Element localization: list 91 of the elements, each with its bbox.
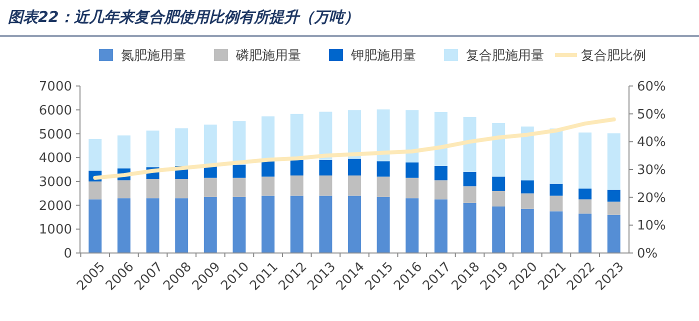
bar <box>607 190 620 202</box>
bar <box>463 186 476 203</box>
bar <box>463 202 476 253</box>
bar <box>607 202 620 215</box>
bar <box>204 178 217 197</box>
bar <box>376 161 390 177</box>
bar <box>463 172 476 186</box>
bar <box>146 130 160 168</box>
y-tick-label: 3000 <box>38 174 72 190</box>
bar <box>348 158 361 176</box>
bar <box>88 181 102 200</box>
bar <box>319 112 332 160</box>
y-tick-label: 4000 <box>38 151 72 166</box>
bar <box>376 176 390 197</box>
chart-title: 图表22：近几年来复合肥使用比例有所提升（万吨） <box>8 8 359 26</box>
line-series <box>93 117 616 180</box>
bar <box>578 199 592 214</box>
bar <box>117 135 130 168</box>
bar <box>117 198 130 253</box>
bar <box>434 180 448 200</box>
legend-label: 钾肥施用量 <box>350 48 416 64</box>
bar <box>607 133 620 190</box>
y2-tick-label: 10% <box>637 218 666 234</box>
bar <box>492 190 506 206</box>
bar <box>232 196 246 253</box>
bar <box>520 180 534 194</box>
bar <box>406 178 419 198</box>
y2-tick-label: 40% <box>637 135 666 150</box>
bar <box>290 196 304 253</box>
bar <box>232 121 246 165</box>
bar <box>406 162 419 178</box>
bar <box>376 109 390 162</box>
legend-label: 复合肥比例 <box>581 48 646 64</box>
y-tick-label: 7000 <box>38 80 72 95</box>
bar <box>520 193 534 209</box>
bar <box>319 196 332 253</box>
bar <box>578 188 592 200</box>
y2-tick-label: 50% <box>637 107 666 122</box>
bar <box>262 176 275 196</box>
bar <box>146 198 160 253</box>
bar <box>492 122 506 177</box>
legend-label: 磷肥施用量 <box>235 48 301 64</box>
y-tick-label: 0 <box>64 246 72 262</box>
bar <box>550 128 563 184</box>
y-tick-label: 2000 <box>38 198 72 214</box>
bar <box>434 199 448 253</box>
bar <box>232 178 246 197</box>
y2-tick-label: 20% <box>637 190 666 206</box>
bar <box>463 117 476 172</box>
bar <box>520 126 534 180</box>
bar <box>607 214 620 253</box>
bar <box>290 160 304 176</box>
bar <box>117 180 130 198</box>
bar <box>434 166 448 180</box>
bar <box>204 196 217 253</box>
bar <box>319 175 332 196</box>
bar <box>175 198 188 253</box>
bar <box>175 179 188 198</box>
y-tick-label: 5000 <box>38 127 72 142</box>
bar <box>434 112 448 166</box>
bar <box>232 164 246 178</box>
bar <box>319 160 332 176</box>
bar <box>262 196 275 253</box>
bar <box>520 208 534 253</box>
bar <box>88 199 102 253</box>
legend-label: 氮肥施用量 <box>121 48 186 64</box>
bar <box>348 175 361 196</box>
y-tick-label: 6000 <box>38 103 72 118</box>
y2-tick-label: 30% <box>637 163 666 178</box>
bar <box>406 198 419 253</box>
bar <box>262 161 275 177</box>
y2-tick-label: 0% <box>637 246 658 262</box>
bar <box>175 128 188 166</box>
bar <box>492 176 506 191</box>
bar <box>376 196 390 253</box>
y-tick-label: 1000 <box>38 222 72 238</box>
bar <box>578 132 592 189</box>
bar <box>88 138 102 171</box>
bar <box>146 179 160 198</box>
bar <box>348 196 361 253</box>
bar <box>492 206 506 253</box>
y2-tick-label: 60% <box>637 80 666 95</box>
legend-label: 复合肥施用量 <box>466 48 544 64</box>
bar <box>348 110 361 159</box>
bar <box>550 196 563 212</box>
bar <box>550 211 563 253</box>
bar <box>204 124 217 166</box>
bar <box>406 110 419 162</box>
bar <box>550 184 563 196</box>
bar <box>578 214 592 253</box>
bar <box>290 175 304 196</box>
